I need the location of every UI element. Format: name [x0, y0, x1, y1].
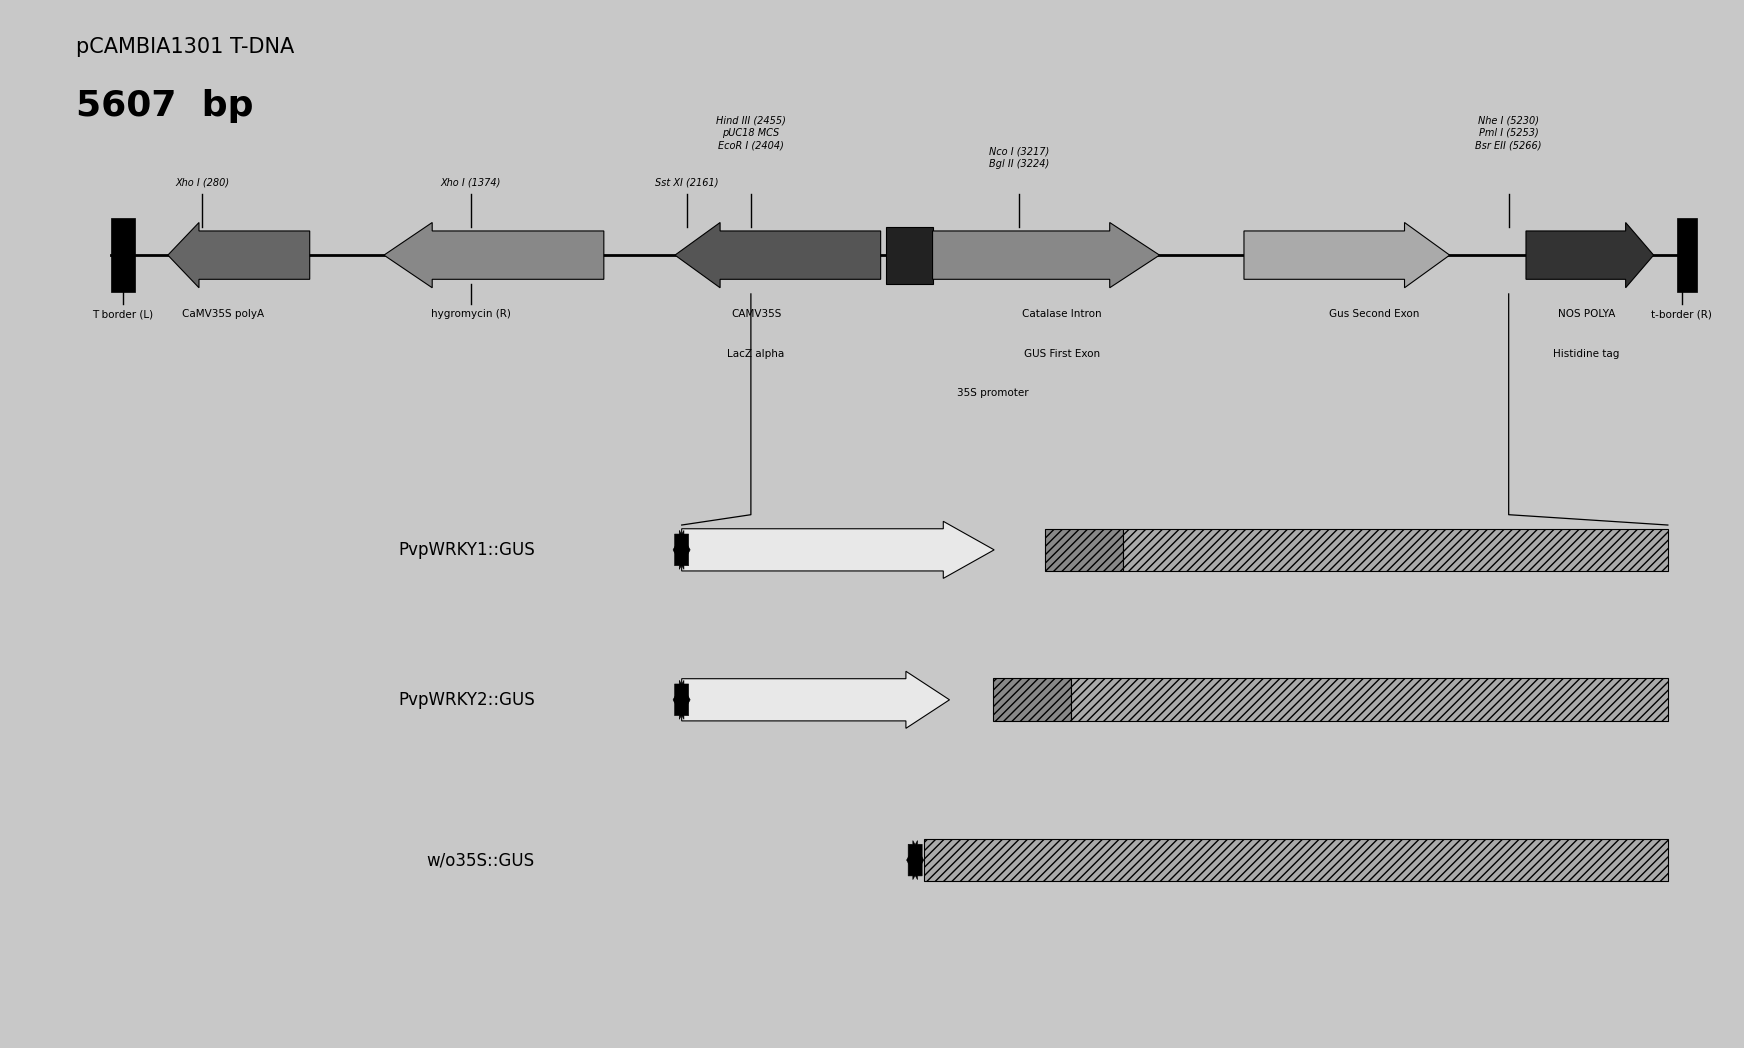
FancyArrow shape [675, 222, 881, 288]
Text: Hind III (2455)
pUC18 MCS
EcoR I (2404): Hind III (2455) pUC18 MCS EcoR I (2404) [717, 115, 787, 150]
FancyArrow shape [933, 222, 1160, 288]
Text: hygromycin (R): hygromycin (R) [431, 309, 511, 320]
FancyArrow shape [673, 530, 689, 569]
Bar [1676, 218, 1697, 292]
Bar [112, 218, 134, 292]
FancyArrow shape [675, 680, 691, 719]
FancyArrow shape [675, 530, 691, 569]
Text: Nco I (3217)
Bgl II (3224): Nco I (3217) Bgl II (3224) [989, 147, 1050, 169]
Bar [886, 226, 933, 284]
FancyArrow shape [907, 840, 923, 879]
Text: CAMV35S: CAMV35S [731, 309, 781, 320]
Text: CaMV35S polyA: CaMV35S polyA [181, 309, 265, 320]
Text: pCAMBIA1301 T-DNA: pCAMBIA1301 T-DNA [77, 38, 295, 58]
Text: Xho I (1374): Xho I (1374) [441, 177, 501, 188]
Text: LacZ alpha: LacZ alpha [727, 349, 785, 358]
FancyArrow shape [1526, 222, 1653, 288]
Text: NOS POLYA: NOS POLYA [1557, 309, 1615, 320]
Text: T border (L): T border (L) [92, 309, 153, 320]
FancyArrow shape [682, 521, 994, 578]
Text: PvpWRKY1::GUS: PvpWRKY1::GUS [398, 541, 535, 559]
FancyArrow shape [682, 672, 949, 728]
Text: 35S promoter: 35S promoter [957, 388, 1029, 398]
Bar [1123, 528, 1667, 571]
Text: PvpWRKY2::GUS: PvpWRKY2::GUS [398, 691, 535, 708]
FancyArrow shape [909, 840, 924, 879]
Text: Histidine tag: Histidine tag [1554, 349, 1620, 358]
Text: Gus Second Exon: Gus Second Exon [1329, 309, 1420, 320]
Text: Xho I (280): Xho I (280) [176, 177, 230, 188]
Text: w/o35S::GUS: w/o35S::GUS [427, 851, 535, 869]
Bar [992, 678, 1071, 721]
FancyArrow shape [384, 222, 603, 288]
Bar [924, 838, 1667, 881]
Text: t-border (R): t-border (R) [1652, 309, 1713, 320]
FancyArrow shape [1243, 222, 1449, 288]
Bar [1071, 678, 1667, 721]
FancyArrow shape [673, 680, 689, 719]
Text: Catalase Intron: Catalase Intron [1022, 309, 1102, 320]
Text: Nhe I (5230)
Pml I (5253)
Bsr EII (5266): Nhe I (5230) Pml I (5253) Bsr EII (5266) [1475, 115, 1542, 150]
Bar [1045, 528, 1123, 571]
Text: GUS First Exon: GUS First Exon [1024, 349, 1100, 358]
Text: 5607  bp: 5607 bp [77, 88, 253, 123]
FancyArrow shape [167, 222, 310, 288]
Text: Sst XI (2161): Sst XI (2161) [656, 177, 719, 188]
